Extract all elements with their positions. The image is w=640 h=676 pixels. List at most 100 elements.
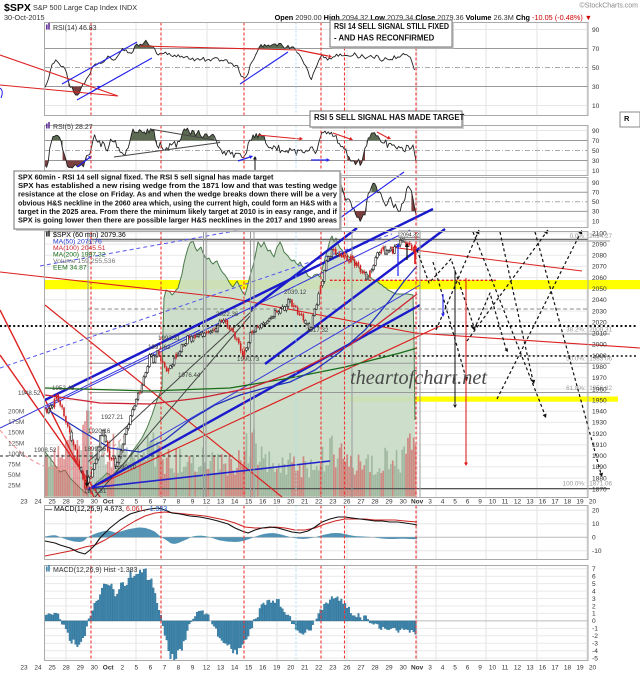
svg-text:75M: 75M — [8, 462, 21, 469]
svg-text:29: 29 — [77, 665, 85, 672]
svg-text:2070: 2070 — [592, 264, 607, 271]
svg-text:90: 90 — [592, 128, 600, 135]
svg-text:12: 12 — [203, 499, 211, 506]
svg-text:SPX 60min - RSI 14 sell signal: SPX 60min - RSI 14 sell signal fixed. Th… — [18, 173, 274, 182]
svg-text:6: 6 — [149, 665, 153, 672]
svg-text:1910: 1910 — [592, 442, 607, 449]
svg-text:70: 70 — [592, 190, 600, 197]
svg-text:1890: 1890 — [592, 464, 607, 471]
svg-text:Oct: Oct — [103, 665, 115, 672]
svg-text:-2: -2 — [592, 633, 598, 640]
svg-text:26: 26 — [343, 665, 351, 672]
svg-text:1920.16: 1920.16 — [88, 428, 111, 435]
svg-text:70: 70 — [592, 46, 600, 53]
svg-text:175M: 175M — [8, 419, 24, 426]
svg-text:27: 27 — [357, 499, 365, 506]
svg-text:MA(200) 1997.32: MA(200) 1997.32 — [53, 252, 106, 259]
svg-text:90: 90 — [592, 180, 600, 187]
svg-text:19: 19 — [576, 665, 584, 672]
svg-text:SPX has established a new risi: SPX has established a new rising wedge f… — [18, 181, 337, 190]
svg-text:22: 22 — [315, 499, 323, 506]
svg-text:1950: 1950 — [592, 397, 607, 404]
svg-text:22: 22 — [315, 665, 323, 672]
svg-text:100M: 100M — [8, 451, 24, 458]
svg-text:24: 24 — [34, 665, 42, 672]
svg-text:1871.31: 1871.31 — [84, 488, 107, 495]
svg-text:RSI 14 SELL SIGNAL STILL FIXED: RSI 14 SELL SIGNAL STILL FIXED — [334, 22, 449, 31]
svg-text:28: 28 — [62, 499, 70, 506]
svg-text:RSI(5) 28.27: RSI(5) 28.27 — [53, 124, 93, 131]
svg-text:Nov: Nov — [411, 499, 424, 506]
svg-text:25: 25 — [48, 665, 56, 672]
svg-text:8: 8 — [177, 499, 181, 506]
svg-text:Open 2090.00 High 2094.32 Low: Open 2090.00 High 2094.32 Low 2079.34 Cl… — [275, 13, 592, 22]
svg-text:2040: 2040 — [592, 297, 607, 304]
svg-text:27: 27 — [357, 665, 365, 672]
svg-text:21: 21 — [301, 499, 309, 506]
svg-text:Nov: Nov — [411, 665, 424, 672]
svg-text:25M: 25M — [8, 483, 21, 490]
svg-text:RSI 5 SELL SIGNAL HAS MADE TAR: RSI 5 SELL SIGNAL HAS MADE TARGET — [314, 113, 465, 122]
svg-text:10: 10 — [592, 103, 600, 110]
svg-text:28: 28 — [62, 665, 70, 672]
svg-text:2050: 2050 — [592, 286, 607, 293]
svg-text:1990: 1990 — [592, 353, 607, 360]
svg-text:4: 4 — [592, 588, 596, 595]
svg-text:10: 10 — [489, 499, 497, 506]
svg-text:5: 5 — [453, 665, 457, 672]
svg-text:9: 9 — [191, 665, 195, 672]
svg-text:- AND HAS RECONFIRMED: - AND HAS RECONFIRMED — [334, 34, 435, 43]
svg-text:20: 20 — [589, 499, 597, 506]
svg-text:EEM 34.87: EEM 34.87 — [53, 265, 87, 272]
svg-text:obvious H&S neckline in the 20: obvious H&S neckline in the 2060 area wh… — [18, 198, 338, 207]
svg-text:10: 10 — [592, 521, 600, 528]
svg-text:1940: 1940 — [592, 409, 607, 416]
svg-text:7: 7 — [163, 665, 167, 672]
svg-text:14: 14 — [231, 499, 239, 506]
svg-text:19: 19 — [273, 665, 281, 672]
svg-text:1900: 1900 — [592, 453, 607, 460]
svg-text:1899.46: 1899.46 — [84, 446, 107, 453]
svg-text:20: 20 — [287, 665, 295, 672]
svg-text:70: 70 — [592, 138, 600, 145]
svg-text:5: 5 — [592, 581, 596, 588]
svg-text:-3: -3 — [592, 641, 598, 648]
svg-text:MACD(12,26,9) Hist -1.383: MACD(12,26,9) Hist -1.383 — [53, 567, 138, 574]
svg-text:24: 24 — [34, 499, 42, 506]
svg-text:50: 50 — [592, 65, 600, 72]
svg-text:30-Oct-2015: 30-Oct-2015 — [4, 13, 45, 22]
svg-text:15: 15 — [245, 499, 253, 506]
svg-text:38.2%: 2009.31: 38.2%: 2009.31 — [566, 327, 612, 334]
svg-text:10: 10 — [592, 218, 600, 225]
svg-text:2022.36: 2022.36 — [216, 311, 239, 318]
svg-text:16: 16 — [539, 499, 547, 506]
svg-text:2060: 2060 — [592, 275, 607, 282]
svg-text:2017.32: 2017.32 — [306, 327, 329, 334]
svg-text:2: 2 — [120, 665, 124, 672]
svg-text:©StockCharts.com: ©StockCharts.com — [580, 2, 639, 10]
svg-text:9: 9 — [478, 499, 482, 506]
svg-text:30: 30 — [592, 158, 600, 165]
svg-text:13: 13 — [217, 665, 225, 672]
svg-text:1993.31: 1993.31 — [158, 335, 181, 342]
svg-text:13: 13 — [217, 499, 225, 506]
svg-text:30: 30 — [91, 499, 99, 506]
svg-text:30: 30 — [592, 84, 600, 91]
svg-text:7: 7 — [163, 499, 167, 506]
svg-text:1930: 1930 — [592, 420, 607, 427]
svg-text:2020: 2020 — [592, 319, 607, 326]
svg-text:50: 50 — [592, 148, 600, 155]
svg-text:2039.12: 2039.12 — [284, 289, 307, 296]
svg-text:2: 2 — [120, 499, 124, 506]
svg-text:1991.62: 1991.62 — [148, 344, 171, 351]
svg-text:$SPX: $SPX — [4, 2, 31, 14]
svg-text:20: 20 — [287, 499, 295, 506]
svg-text:1890.70: 1890.70 — [114, 464, 137, 471]
svg-text:2094.32: 2094.32 — [400, 233, 419, 239]
svg-text:10: 10 — [489, 665, 497, 672]
svg-text:0.0%: 2094.27: 0.0%: 2094.27 — [570, 233, 613, 240]
svg-text:19: 19 — [576, 499, 584, 506]
svg-text:125M: 125M — [8, 440, 24, 447]
svg-text:30: 30 — [399, 665, 407, 672]
svg-text:1948.52: 1948.52 — [18, 390, 41, 397]
